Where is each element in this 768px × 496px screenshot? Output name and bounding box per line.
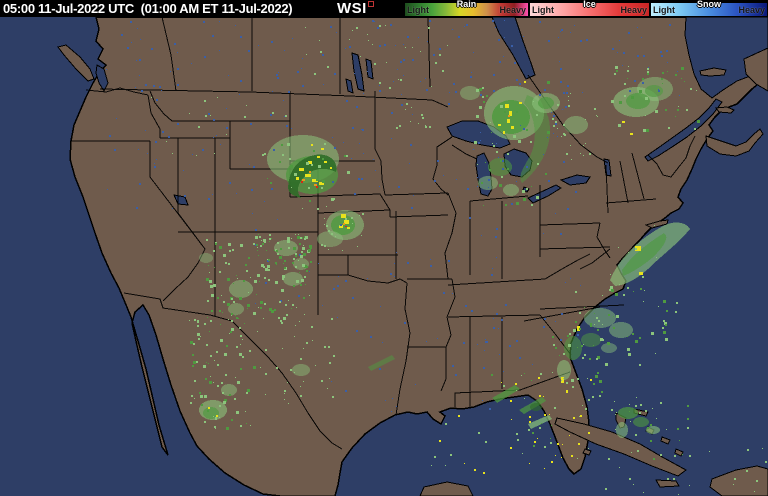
james-bay <box>491 17 536 80</box>
legend-rain-light-label: Light <box>407 5 429 15</box>
wsi-trademark-square-icon <box>367 1 374 7</box>
legend-ice: Ice Light Heavy <box>530 0 649 16</box>
wsi-logo: WSI <box>337 0 374 17</box>
legend-ice-title: Ice <box>583 0 596 9</box>
radar-echoes <box>106 20 767 495</box>
state-borders <box>70 17 696 450</box>
lake-ontario <box>559 174 591 186</box>
radar-storm-quebec <box>613 77 673 135</box>
radar-storm-gulf <box>492 383 552 429</box>
legend-ice-heavy-label: Heavy <box>620 5 647 15</box>
radar-speckle-noise <box>106 20 767 495</box>
radar-storm-bahamas <box>616 407 660 438</box>
vancouver-island <box>57 44 95 82</box>
legend-snow-heavy-label: Heavy <box>738 5 765 15</box>
lake-winnipeg <box>345 52 374 94</box>
legend-snow-light-label: Light <box>653 5 675 15</box>
radar-storm-dakotas <box>267 135 339 198</box>
wsi-logo-text: WSI <box>337 0 367 17</box>
legend-rain-title: Rain <box>456 0 477 9</box>
legend-ice-light-label: Light <box>532 5 554 15</box>
st-lawrence-river <box>644 98 723 162</box>
north-america-landmass <box>69 17 768 496</box>
legend-snow: Snow Light Heavy <box>651 0 767 16</box>
legend-rain-heavy-label: Heavy <box>499 5 526 15</box>
title-bar: 05:00 11-Jul-2022 UTC (01:00 AM ET 11-Ju… <box>0 0 768 17</box>
gulf-of-st-lawrence <box>684 17 768 99</box>
timestamp-label: 05:00 11-Jul-2022 UTC (01:00 AM ET 11-Ju… <box>3 1 293 16</box>
radar-map <box>0 17 768 496</box>
radar-storm-ontario <box>460 81 588 196</box>
legend-snow-title: Snow <box>697 0 721 9</box>
puget-sound <box>95 64 109 93</box>
radar-storm-nebraska <box>317 210 364 247</box>
legend-rain: Rain Light Heavy <box>405 0 528 16</box>
lake-champlain <box>603 158 612 177</box>
